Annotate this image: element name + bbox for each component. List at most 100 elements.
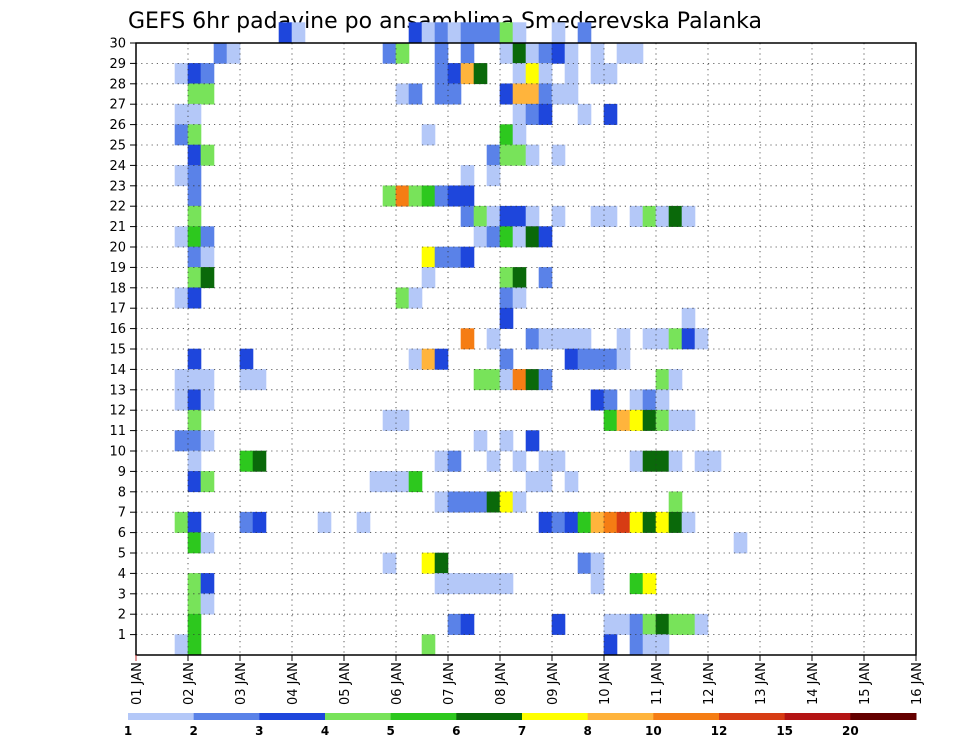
precip-cell: [538, 450, 553, 472]
precip-cell: [603, 103, 618, 125]
precip-cell: [538, 471, 553, 493]
precip-cell: [291, 22, 306, 44]
precip-cell: [200, 144, 215, 166]
precip-cell: [668, 369, 683, 391]
precip-cell: [655, 328, 670, 350]
precip-cell: [174, 389, 189, 411]
precip-cell: [512, 144, 527, 166]
precip-cell: [603, 511, 618, 533]
y-tick-label: 13: [109, 383, 126, 398]
precip-cell: [681, 511, 696, 533]
precip-cell: [512, 83, 527, 105]
precip-cell: [525, 226, 540, 248]
precip-cell: [629, 409, 644, 431]
x-tick-label: 09 JAN: [546, 662, 561, 705]
y-tick-label: 26: [109, 118, 126, 133]
x-tick-label: 01 JAN: [130, 662, 145, 705]
precip-cell: [629, 389, 644, 411]
precip-cell: [642, 511, 657, 533]
precip-cell: [499, 22, 514, 44]
precip-cell: [200, 246, 215, 268]
precip-cell: [655, 389, 670, 411]
precip-cell: [447, 246, 462, 268]
precip-cell: [525, 430, 540, 452]
colorbar-segment: [259, 713, 326, 720]
precip-cell: [590, 573, 605, 595]
colorbar-label: 7: [518, 724, 526, 738]
x-tick-label: 10 JAN: [598, 662, 613, 705]
precip-cell: [538, 511, 553, 533]
precip-cell: [538, 83, 553, 105]
y-tick-label: 9: [118, 465, 126, 480]
precip-cell: [577, 552, 592, 574]
precip-cell: [525, 328, 540, 350]
precip-cell: [252, 450, 267, 472]
colorbar-segment: [850, 713, 917, 720]
precip-cell: [486, 22, 501, 44]
precip-cell: [187, 185, 202, 207]
y-axis-ticks: 1234567891011121314151617181920212223242…: [109, 37, 136, 643]
y-tick-label: 7: [118, 506, 126, 521]
precip-cell: [174, 63, 189, 85]
precip-cell: [460, 22, 475, 44]
precip-cell: [187, 532, 202, 554]
precip-cell: [512, 491, 527, 513]
y-tick-label: 20: [109, 241, 126, 256]
precip-cell: [655, 634, 670, 656]
y-tick-label: 2: [118, 608, 126, 623]
precip-cell: [499, 124, 514, 146]
precip-cell: [473, 205, 488, 227]
precip-cell: [668, 491, 683, 513]
precip-cell: [655, 409, 670, 431]
precip-cell: [200, 369, 215, 391]
precip-cell: [603, 613, 618, 635]
precip-cell: [603, 389, 618, 411]
precip-cell: [642, 634, 657, 656]
precip-cell: [239, 369, 254, 391]
precip-cell: [616, 409, 631, 431]
precip-cell: [187, 165, 202, 187]
y-tick-label: 5: [118, 547, 126, 562]
precip-cell: [395, 287, 410, 309]
x-tick-label: 11 JAN: [650, 662, 665, 705]
precip-cell: [356, 511, 371, 533]
precip-cell: [187, 63, 202, 85]
colorbar-segment: [784, 713, 851, 720]
precip-cell: [499, 267, 514, 289]
y-tick-label: 11: [109, 424, 126, 439]
precip-cell: [616, 511, 631, 533]
precip-cell: [642, 409, 657, 431]
precip-cell: [538, 267, 553, 289]
precip-cell: [551, 144, 566, 166]
precip-cell: [447, 63, 462, 85]
precip-cell: [590, 63, 605, 85]
precip-cell: [499, 42, 514, 64]
precip-cell: [642, 613, 657, 635]
precip-cell: [460, 328, 475, 350]
precip-cell: [655, 450, 670, 472]
y-tick-label: 6: [118, 526, 126, 541]
precip-cell: [525, 144, 540, 166]
precip-cell: [434, 185, 449, 207]
precip-cell: [421, 246, 436, 268]
precip-cell: [486, 450, 501, 472]
precip-cell: [551, 42, 566, 64]
colorbar-label: 1: [124, 724, 132, 738]
y-tick-label: 12: [109, 404, 126, 419]
precip-cell: [629, 42, 644, 64]
precip-cell: [681, 409, 696, 431]
precip-cell: [187, 430, 202, 452]
precip-cell: [174, 430, 189, 452]
precip-cell: [668, 409, 683, 431]
precip-cell: [512, 267, 527, 289]
precip-cell: [434, 22, 449, 44]
precip-cell: [382, 185, 397, 207]
colorbar-segment: [193, 713, 260, 720]
x-tick-label: 14 JAN: [806, 662, 821, 705]
precip-cell: [512, 369, 527, 391]
precip-cell: [226, 42, 241, 64]
x-tick-label: 13 JAN: [754, 662, 769, 705]
precipitation-cells: [174, 22, 748, 656]
precip-cell: [577, 348, 592, 370]
precip-cell: [525, 42, 540, 64]
